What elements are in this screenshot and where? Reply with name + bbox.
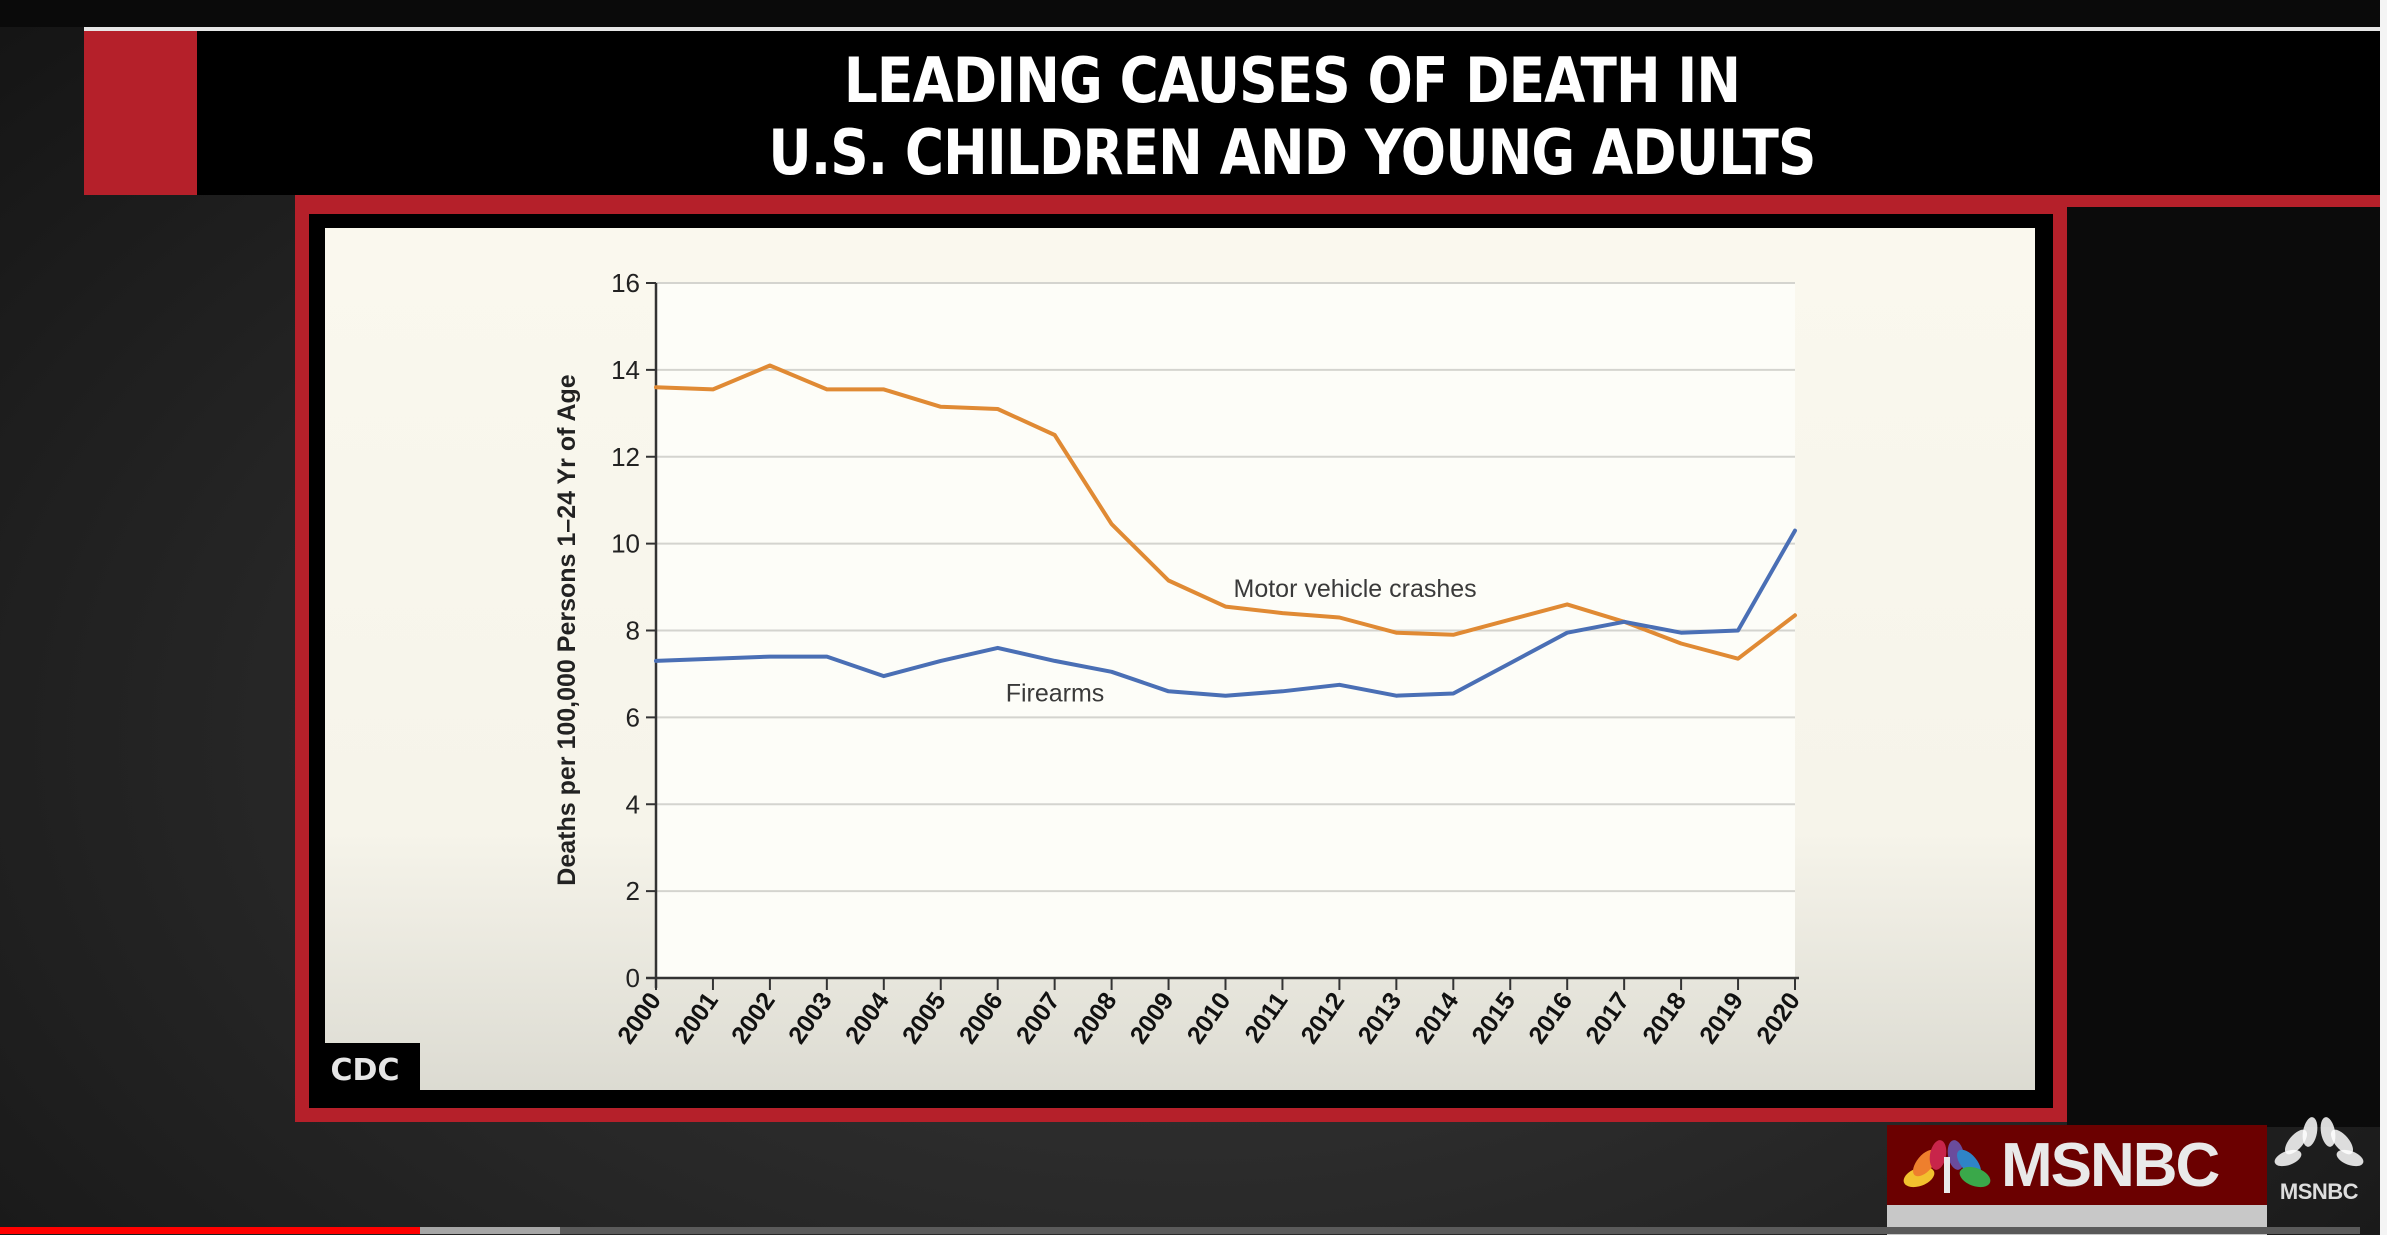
y-tick-label: 12 (611, 442, 640, 472)
x-tick-label: 2006 (954, 987, 1009, 1049)
x-tick-label: 2011 (1239, 987, 1293, 1048)
x-tick-label: 2010 (1182, 987, 1237, 1049)
y-axis-label: Deaths per 100,000 Persons 1–24 Yr of Ag… (553, 374, 581, 885)
annotations: Motor vehicle crashes Firearms (1006, 575, 1477, 707)
y-tick-label: 0 (626, 963, 640, 993)
x-tick-label: 2017 (1580, 987, 1635, 1049)
x-tick-label: 2000 (612, 987, 667, 1049)
network-bug-text: MSNBC (2279, 1179, 2359, 1204)
x-tick-label: 2012 (1295, 987, 1350, 1049)
peacock-icon (1903, 1140, 1991, 1193)
title-accent-block (84, 31, 197, 195)
x-tick-label: 2002 (726, 987, 781, 1049)
msnbc-logo: MSNBC (1887, 1125, 2267, 1205)
x-tick-label: 2016 (1523, 987, 1578, 1049)
video-progress-played[interactable] (0, 1227, 421, 1234)
top-letterbox (0, 0, 2387, 27)
data-series (654, 363, 1797, 698)
x-tick-label: 2007 (1011, 987, 1066, 1049)
network-bug: MSNBC (2265, 1112, 2373, 1212)
y-tick-label: 6 (626, 702, 640, 732)
y-tick-label: 4 (626, 789, 640, 819)
source-badge: CDC (310, 1043, 420, 1098)
page-title: LEADING CAUSES OF DEATH IN U.S. CHILDREN… (350, 45, 2233, 189)
x-tick-labels: 2000 2001 2002 2003 2004 2005 2006 2007 2008 2009… (612, 987, 1806, 1049)
x-tick-label: 2013 (1352, 987, 1407, 1049)
x-tick-label: 2003 (783, 987, 838, 1049)
x-tick-label: 2019 (1694, 987, 1749, 1049)
x-tick-label: 2014 (1409, 987, 1464, 1049)
series-line-firearms (654, 528, 1797, 698)
msnbc-logo-text: MSNBC (2001, 1130, 2220, 1200)
series-annotation: Motor vehicle crashes (1234, 575, 1477, 603)
y-tick-labels: 0 2 4 6 8 10 12 14 16 (611, 268, 640, 993)
peacock-bug-icon (2274, 1117, 2364, 1167)
x-tick-label: 2004 (840, 987, 895, 1049)
y-tick-label: 8 (626, 616, 640, 646)
gridlines (656, 282, 1795, 893)
title-underline (295, 195, 2387, 207)
y-tick-label: 10 (611, 529, 640, 559)
title-line-1: LEADING CAUSES OF DEATH IN (843, 44, 1741, 117)
series-annotation: Firearms (1006, 679, 1105, 707)
right-background (2067, 207, 2387, 1127)
x-tick-label: 2008 (1068, 987, 1123, 1049)
x-tick-label: 2005 (897, 987, 952, 1049)
x-tick-label: 2001 (669, 987, 724, 1049)
y-tick-label: 2 (626, 876, 640, 906)
x-tick-label: 2020 (1751, 987, 1806, 1049)
x-tick-label: 2015 (1466, 987, 1521, 1049)
x-tick-label: 2009 (1125, 987, 1180, 1049)
y-tick-label: 16 (611, 268, 640, 298)
x-tick-label: 2018 (1637, 987, 1692, 1049)
axes (646, 282, 1799, 990)
title-line-2: U.S. CHILDREN AND YOUNG ADULTS (768, 116, 1816, 189)
right-edge-strip (2380, 0, 2387, 1235)
title-banner: LEADING CAUSES OF DEATH IN U.S. CHILDREN… (84, 27, 2387, 195)
series-line-motor-vehicle-crashes (654, 363, 1797, 661)
video-progress-track[interactable] (0, 1227, 2360, 1234)
y-tick-label: 14 (611, 355, 640, 385)
